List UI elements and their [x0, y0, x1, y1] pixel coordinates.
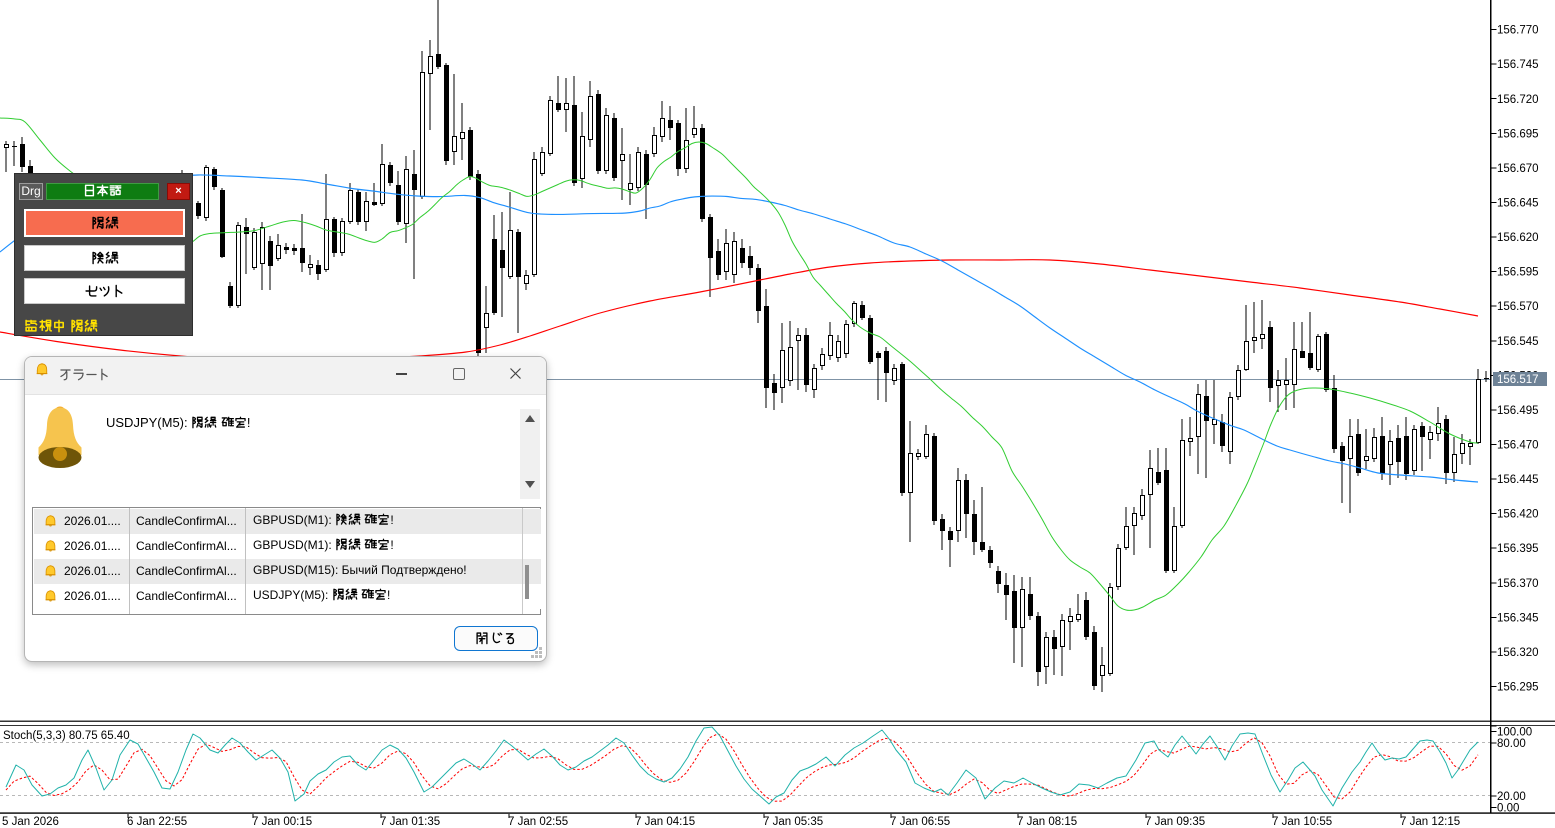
svg-text:7 Jan 08:15: 7 Jan 08:15 — [1017, 816, 1077, 828]
svg-text:7 Jan 04:15: 7 Jan 04:15 — [635, 816, 695, 828]
svg-text:156.420: 156.420 — [1497, 509, 1539, 521]
svg-text:156.495: 156.495 — [1497, 405, 1539, 417]
svg-text:0.00: 0.00 — [1497, 803, 1519, 815]
svg-text:7 Jan 09:35: 7 Jan 09:35 — [1145, 816, 1205, 828]
svg-text:156.470: 156.470 — [1497, 440, 1539, 452]
svg-text:100.00: 100.00 — [1497, 726, 1532, 738]
svg-text:156.570: 156.570 — [1497, 301, 1539, 313]
svg-text:156.745: 156.745 — [1497, 59, 1539, 71]
svg-text:5 Jan 2026: 5 Jan 2026 — [2, 816, 59, 828]
svg-text:Stoch(5,3,3) 80.75 65.40: Stoch(5,3,3) 80.75 65.40 — [3, 730, 130, 742]
svg-text:156.695: 156.695 — [1497, 128, 1539, 140]
svg-text:156.670: 156.670 — [1497, 163, 1539, 175]
svg-text:156.370: 156.370 — [1497, 578, 1539, 590]
svg-text:7 Jan 05:35: 7 Jan 05:35 — [763, 816, 823, 828]
svg-text:156.320: 156.320 — [1497, 647, 1539, 659]
svg-text:156.517: 156.517 — [1497, 374, 1539, 386]
svg-text:156.720: 156.720 — [1497, 94, 1539, 106]
svg-text:156.595: 156.595 — [1497, 267, 1539, 279]
svg-text:156.445: 156.445 — [1497, 474, 1539, 486]
svg-text:156.545: 156.545 — [1497, 336, 1539, 348]
svg-text:7 Jan 10:55: 7 Jan 10:55 — [1272, 816, 1332, 828]
svg-text:80.00: 80.00 — [1497, 738, 1526, 750]
svg-text:20.00: 20.00 — [1497, 791, 1526, 803]
svg-text:7 Jan 12:15: 7 Jan 12:15 — [1400, 816, 1460, 828]
svg-text:156.620: 156.620 — [1497, 232, 1539, 244]
svg-text:7 Jan 02:55: 7 Jan 02:55 — [508, 816, 568, 828]
svg-text:6 Jan 22:55: 6 Jan 22:55 — [127, 816, 187, 828]
svg-text:156.295: 156.295 — [1497, 682, 1539, 694]
svg-text:7 Jan 00:15: 7 Jan 00:15 — [252, 816, 312, 828]
svg-text:156.645: 156.645 — [1497, 198, 1539, 210]
svg-text:156.395: 156.395 — [1497, 543, 1539, 555]
svg-text:7 Jan 01:35: 7 Jan 01:35 — [380, 816, 440, 828]
svg-text:156.345: 156.345 — [1497, 612, 1539, 624]
svg-text:156.770: 156.770 — [1497, 25, 1539, 37]
svg-text:7 Jan 06:55: 7 Jan 06:55 — [890, 816, 950, 828]
